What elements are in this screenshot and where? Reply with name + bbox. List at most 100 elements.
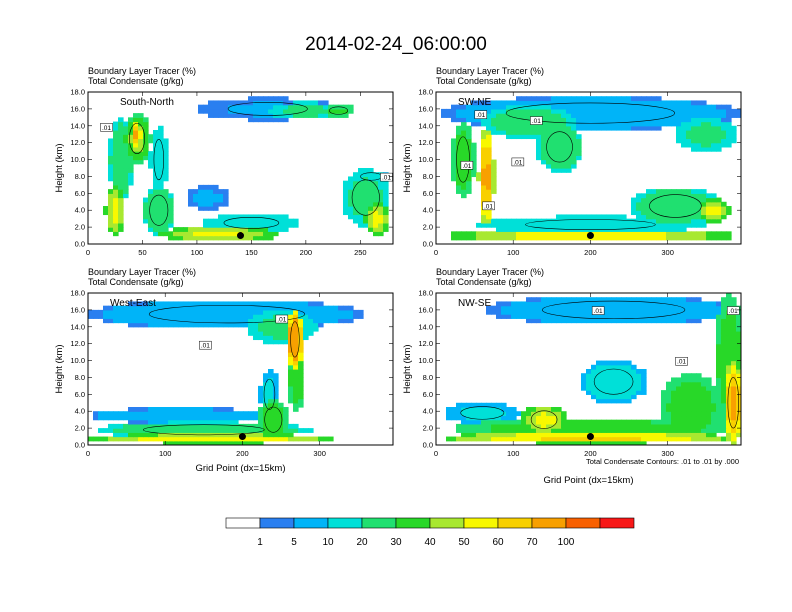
field-cell <box>606 305 612 311</box>
field-cell <box>736 314 741 319</box>
field-cell <box>626 364 632 370</box>
field-cell <box>536 309 542 315</box>
field-cell <box>691 297 697 303</box>
field-cell <box>686 130 692 135</box>
field-cell <box>736 428 741 433</box>
field-cell <box>496 121 502 127</box>
field-cell <box>218 436 224 442</box>
field-cell <box>203 222 209 228</box>
field-cell <box>168 309 174 315</box>
field-cell <box>716 138 722 144</box>
field-cell <box>496 100 502 106</box>
field-cell <box>541 142 547 148</box>
field-cell <box>273 214 279 220</box>
field-cell <box>711 402 717 408</box>
field-cell <box>138 117 144 123</box>
field-cell <box>163 305 169 311</box>
field-cell <box>521 130 527 135</box>
field-cell <box>706 134 712 140</box>
field-cell <box>676 206 682 211</box>
field-cell <box>193 411 199 417</box>
field-cell <box>273 407 279 412</box>
contour-label: .01 <box>591 306 605 315</box>
field-cell <box>471 172 477 178</box>
field-cell <box>691 197 697 203</box>
field-cell <box>716 197 722 203</box>
field-cell <box>626 305 632 311</box>
field-cell <box>343 318 349 324</box>
field-cell <box>656 222 662 228</box>
field-cell <box>591 419 597 425</box>
field-cell <box>581 235 587 241</box>
field-cell <box>103 411 109 417</box>
field-cell <box>268 423 274 429</box>
field-cell <box>238 227 244 232</box>
field-cell <box>571 297 577 303</box>
field-cell <box>701 398 707 404</box>
field-cell <box>278 428 284 433</box>
field-cell <box>536 297 542 303</box>
field-cell <box>721 419 727 425</box>
field-cell <box>686 117 692 123</box>
field-cell <box>721 364 727 370</box>
field-cell <box>193 318 199 324</box>
contour-label: .01 <box>727 306 740 315</box>
field-cell <box>691 428 697 433</box>
field-cell <box>671 210 677 216</box>
field-cell <box>348 210 354 216</box>
field-cell <box>98 309 104 315</box>
field-cell <box>691 206 697 211</box>
field-cell <box>163 407 169 412</box>
field-cell <box>238 218 244 224</box>
field-cell <box>233 322 239 328</box>
field-cell <box>601 373 607 379</box>
field-cell <box>293 360 299 366</box>
field-cell <box>511 121 517 127</box>
field-cell <box>681 407 687 412</box>
field-cell <box>481 411 487 417</box>
field-cell <box>716 381 722 387</box>
field-cell <box>218 218 224 224</box>
field-cell <box>656 309 662 315</box>
field-cell <box>273 305 279 311</box>
field-cell <box>466 428 472 433</box>
field-cell <box>288 436 294 442</box>
field-cell <box>661 436 667 442</box>
field-cell <box>536 305 542 311</box>
field-cell <box>621 305 627 311</box>
field-cell <box>601 318 607 324</box>
field-cell <box>203 235 209 241</box>
field-cell <box>481 428 487 433</box>
field-cell <box>731 356 737 362</box>
field-cell <box>521 419 527 425</box>
field-cell <box>681 138 687 144</box>
field-cell <box>526 314 532 319</box>
field-cell <box>456 411 462 417</box>
field-cell <box>193 309 199 315</box>
field-cell <box>466 134 472 140</box>
field-cell <box>108 305 114 311</box>
field-cell <box>641 210 647 216</box>
field-cell <box>601 104 607 110</box>
field-cell <box>238 440 244 445</box>
field-cell <box>481 180 487 186</box>
field-cell <box>138 305 144 311</box>
field-cell <box>178 436 184 442</box>
field-cell <box>541 125 547 131</box>
field-cell <box>128 134 134 140</box>
field-cell <box>283 335 289 341</box>
field-cell <box>686 305 692 311</box>
field-cell <box>481 235 487 241</box>
field-cell <box>516 309 522 315</box>
y-tick-label: 2.0 <box>75 223 85 232</box>
field-cell <box>223 222 229 228</box>
field-cell <box>203 423 209 429</box>
field-cell <box>128 146 134 152</box>
field-cell <box>491 163 497 169</box>
field-cell <box>383 206 389 211</box>
field-cell <box>606 440 612 445</box>
field-cell <box>258 235 264 241</box>
x-tick-label: 0 <box>86 248 90 257</box>
field-cell <box>333 113 339 118</box>
field-cell <box>158 231 164 237</box>
